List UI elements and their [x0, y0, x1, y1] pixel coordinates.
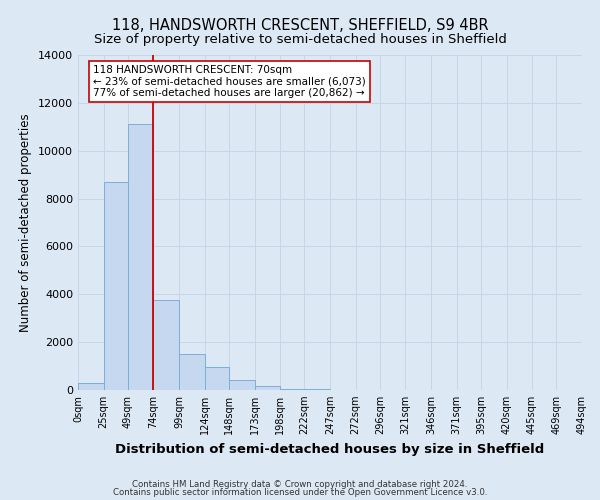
Bar: [104, 182, 128, 390]
Bar: [179, 354, 205, 390]
Bar: [128, 124, 154, 390]
X-axis label: Distribution of semi-detached houses by size in Sheffield: Distribution of semi-detached houses by …: [115, 442, 545, 456]
Bar: [205, 368, 229, 390]
Text: Contains HM Land Registry data © Crown copyright and database right 2024.: Contains HM Land Registry data © Crown c…: [132, 480, 468, 489]
Text: 118 HANDSWORTH CRESCENT: 70sqm
← 23% of semi-detached houses are smaller (6,073): 118 HANDSWORTH CRESCENT: 70sqm ← 23% of …: [93, 65, 366, 98]
Y-axis label: Number of semi-detached properties: Number of semi-detached properties: [19, 113, 32, 332]
Bar: [78, 383, 104, 390]
Bar: [280, 388, 304, 390]
Bar: [154, 300, 179, 390]
Text: Size of property relative to semi-detached houses in Sheffield: Size of property relative to semi-detach…: [94, 32, 506, 46]
Bar: [254, 386, 280, 390]
Bar: [229, 380, 254, 390]
Text: Contains public sector information licensed under the Open Government Licence v3: Contains public sector information licen…: [113, 488, 487, 497]
Text: 118, HANDSWORTH CRESCENT, SHEFFIELD, S9 4BR: 118, HANDSWORTH CRESCENT, SHEFFIELD, S9 …: [112, 18, 488, 32]
